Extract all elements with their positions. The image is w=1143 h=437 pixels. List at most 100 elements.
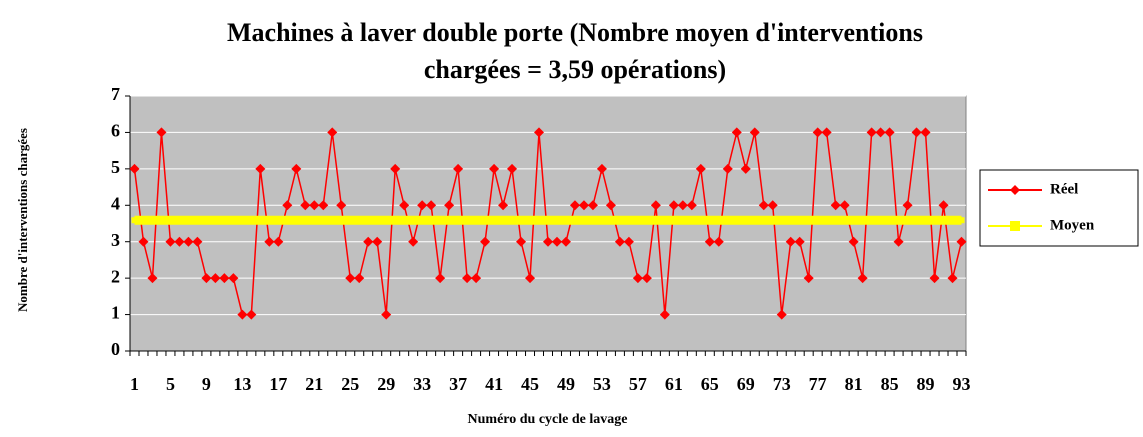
point [248,217,255,224]
point [356,217,363,224]
point [275,217,282,224]
point [365,217,372,224]
point [176,217,183,224]
x-tick-label: 89 [917,374,935,394]
point [677,200,688,211]
point [884,127,895,138]
point [536,217,543,224]
x-tick-label: 73 [773,374,791,394]
point [293,217,300,224]
y-axis-title: Nombre d'interventions chargées [15,128,30,312]
point [273,236,284,247]
point [473,217,480,224]
x-tick-label: 25 [341,374,359,394]
y-tick-label: 6 [111,121,120,141]
x-tick-label: 61 [665,374,683,394]
point [794,236,805,247]
point [704,236,715,247]
point [527,217,534,224]
point [489,163,500,174]
point [643,217,650,224]
point [839,200,850,211]
point [776,309,787,320]
point [767,200,778,211]
x-tick-label: 9 [202,374,211,394]
point [607,217,614,224]
point [500,217,507,224]
point [525,273,536,284]
point [589,217,596,224]
point [156,127,167,138]
x-tick-label: 57 [629,374,647,394]
point [203,217,210,224]
point [938,200,949,211]
point [625,217,632,224]
point [138,236,149,247]
point [228,273,239,284]
point [634,217,641,224]
point [902,200,913,211]
point [947,273,958,284]
point [302,217,309,224]
x-tick-label: 17 [269,374,287,394]
point [560,236,571,247]
point [850,217,857,224]
point [239,217,246,224]
legend-marker [1010,185,1020,195]
point [679,217,686,224]
point [363,236,374,247]
point [498,200,509,211]
point [419,217,426,224]
point [545,217,551,224]
point [614,236,625,247]
point [598,217,605,224]
point [264,236,275,247]
point [580,217,587,224]
point [149,217,156,224]
x-tick-label: 1 [130,374,139,394]
y-tick-label: 7 [111,84,120,104]
point [354,273,365,284]
point [553,217,560,224]
point [859,217,866,224]
point [174,236,185,247]
point [857,273,868,284]
point [740,163,751,174]
point [956,236,967,247]
point [958,217,965,224]
point [390,163,401,174]
point [401,217,408,224]
point [345,273,356,284]
x-tick-label: 29 [377,374,395,394]
point [686,200,697,211]
point [311,217,318,224]
point [210,273,221,284]
point [338,217,345,224]
point [911,127,922,138]
point [922,217,929,224]
point [830,200,841,211]
point [410,217,417,224]
point [185,217,192,224]
x-tick-label: 65 [701,374,719,394]
point [551,236,562,247]
point [821,127,832,138]
point [616,217,623,224]
point [641,273,652,284]
point [491,217,498,224]
legend-label: Moyen [1050,217,1095,233]
point [803,273,814,284]
point [659,309,670,320]
point [605,200,616,211]
point [392,217,399,224]
point [140,217,147,224]
x-tick-label: 85 [881,374,899,394]
x-axis-title: Numéro du cycle de lavage [467,412,628,427]
point [147,273,158,284]
point [435,273,446,284]
point [632,273,643,284]
legend-label: Réel [1050,181,1078,197]
point [695,163,706,174]
point [661,217,668,224]
point [194,217,201,224]
